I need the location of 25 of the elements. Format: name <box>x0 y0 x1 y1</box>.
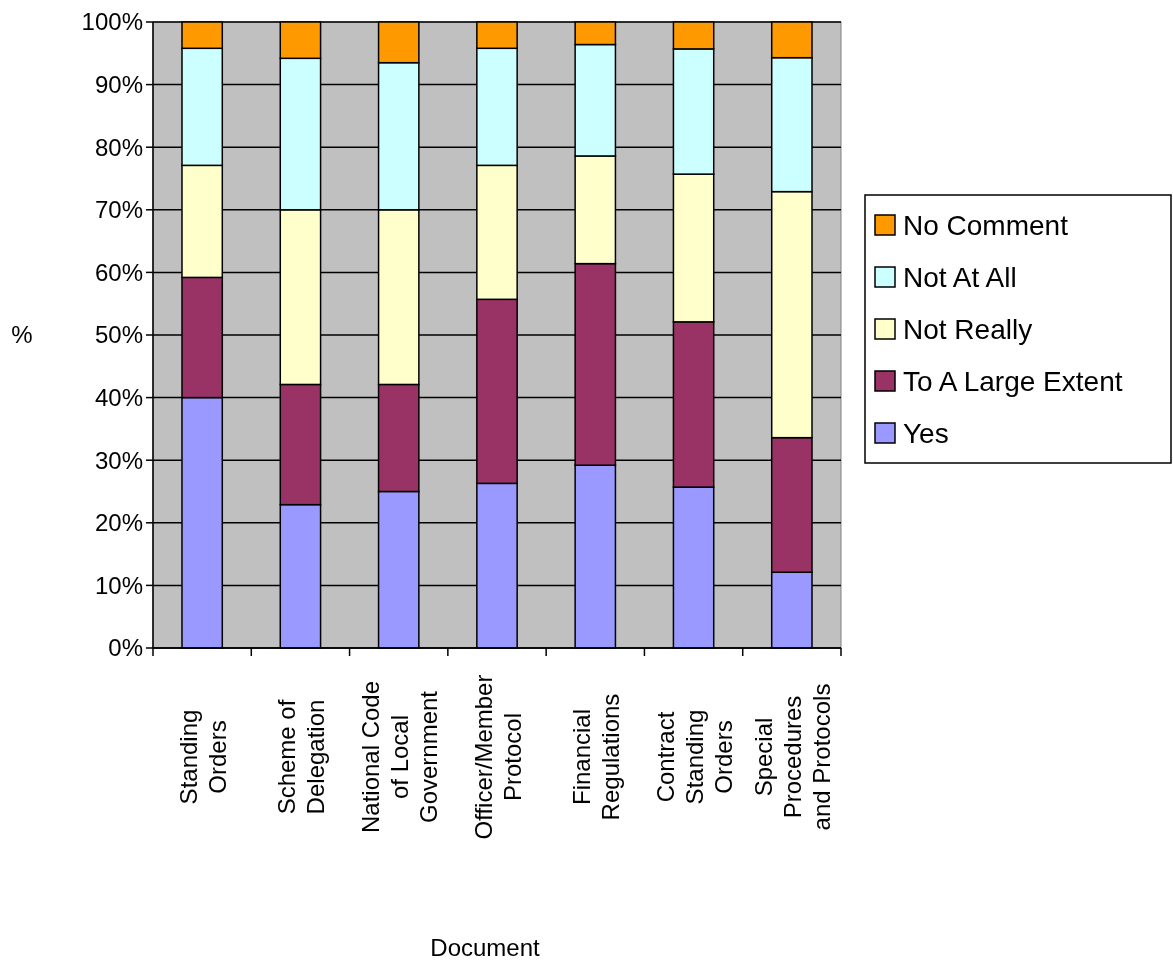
x-axis-title: Document <box>430 934 541 962</box>
x-tick-label: Scheme of Delegation <box>272 699 329 815</box>
y-tick-label: 70% <box>94 196 143 224</box>
legend-label: Not At All <box>903 261 1017 293</box>
y-tick-label: 90% <box>94 71 143 98</box>
y-tick-label: 40% <box>94 384 143 411</box>
x-tick-label: National Code of Local Government <box>356 680 442 834</box>
y-tick-label: 10% <box>94 571 143 599</box>
legend-label: No Comment <box>903 209 1069 241</box>
y-tick-label: 100% <box>81 8 143 36</box>
y-tick-label: 0% <box>108 634 143 662</box>
x-tick-label: Financial Regulations <box>567 693 624 821</box>
legend-label: Not Really <box>903 313 1033 345</box>
x-tick-label: Special Procedures and Protocols <box>749 683 835 831</box>
legend-label: Yes <box>903 417 949 449</box>
y-tick-label: 20% <box>94 509 143 537</box>
x-tick-label: Contract Standing Orders <box>651 709 737 805</box>
x-tick-label: Officer/Member Protocol <box>469 674 526 840</box>
y-tick-label: 50% <box>94 321 143 349</box>
x-tick-label: Standing Orders <box>174 709 231 805</box>
y-tick-label: 60% <box>94 258 143 286</box>
legend-label: To A Large Extent <box>903 365 1123 397</box>
y-tick-label: 30% <box>94 446 143 474</box>
y-tick-label: 80% <box>94 133 143 161</box>
y-axis-title: % <box>11 321 33 349</box>
